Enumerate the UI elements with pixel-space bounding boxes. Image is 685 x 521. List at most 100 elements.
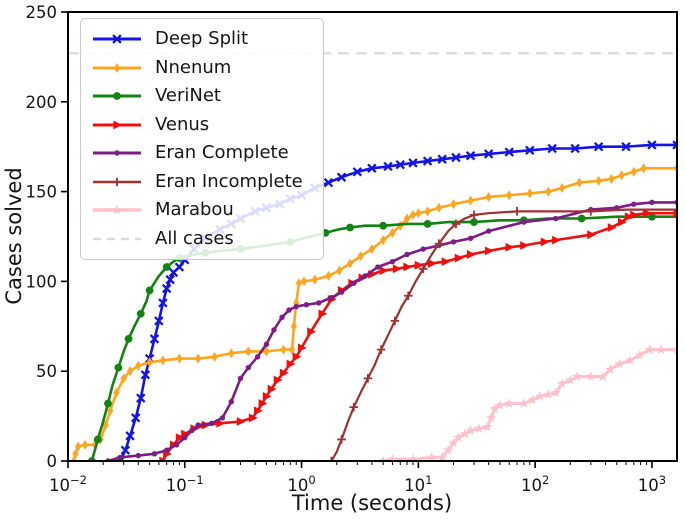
x-marker — [383, 161, 393, 172]
star-marker — [656, 344, 667, 354]
dot-marker — [450, 239, 457, 245]
diamond-marker — [135, 360, 142, 371]
dot-marker — [114, 150, 120, 156]
diamond-marker — [113, 62, 121, 73]
triangle-right-marker — [248, 413, 258, 423]
legend-item-nnenum: Nnenum — [90, 54, 303, 83]
star-marker — [465, 425, 476, 435]
x-tick-label: 100 — [287, 473, 315, 495]
circle-marker — [104, 399, 112, 408]
x-marker — [570, 143, 580, 154]
plus-marker — [363, 374, 373, 383]
diamond-marker — [346, 258, 354, 269]
triangle-right-marker — [520, 241, 530, 250]
dot-marker — [208, 420, 215, 426]
star-marker — [504, 398, 515, 408]
x-marker — [408, 158, 418, 168]
legend-item-verinet: VeriNet — [90, 82, 303, 111]
dot-marker — [521, 219, 527, 225]
x-marker — [140, 370, 151, 380]
dot-marker — [389, 258, 396, 265]
legend-swatch-eran-complete — [93, 150, 141, 156]
star-marker — [527, 394, 538, 405]
diamond-marker — [228, 348, 235, 359]
dot-marker — [151, 451, 158, 457]
legend-swatch-marabou — [93, 204, 141, 215]
star-marker — [585, 371, 596, 381]
star-marker — [550, 387, 561, 398]
dot-marker — [286, 307, 292, 313]
diamond-marker — [126, 366, 134, 377]
dot-marker — [420, 246, 426, 252]
circle-marker — [93, 435, 102, 444]
star-marker — [459, 428, 470, 439]
diamond-marker — [403, 213, 411, 224]
curves — [68, 52, 677, 461]
diamond-marker — [290, 321, 298, 332]
triangle-right-marker — [428, 259, 437, 268]
triangle-right-marker — [540, 237, 550, 247]
diamond-marker — [311, 274, 318, 285]
x-marker — [136, 393, 146, 403]
dot-marker — [404, 251, 410, 258]
star-marker — [624, 355, 636, 365]
star-marker — [644, 344, 655, 354]
triangle-right-marker — [392, 264, 402, 274]
diamond-marker — [289, 344, 296, 355]
axes: 10−2 10−1 100 101 102 103 0 50 100 150 200 250 — [26, 3, 667, 495]
circle-marker — [423, 220, 432, 228]
dot-marker — [351, 280, 357, 286]
star-marker — [605, 364, 616, 374]
diamond-marker — [107, 405, 114, 416]
diamond-marker — [415, 208, 422, 219]
triangle-right-marker — [607, 223, 617, 232]
diamond-marker — [618, 170, 625, 181]
triangle-right-marker — [267, 384, 277, 394]
x-marker — [395, 159, 405, 170]
triangle-right-marker — [414, 260, 424, 270]
x-marker — [165, 274, 175, 285]
x-marker — [120, 445, 131, 455]
diamond-marker — [435, 202, 443, 213]
circle-marker — [648, 212, 656, 221]
triangle-right-marker — [318, 309, 328, 319]
x-marker — [367, 163, 377, 173]
diamond-marker — [295, 278, 303, 289]
plus-marker — [451, 219, 461, 229]
dot-marker — [328, 294, 335, 301]
x-marker — [621, 141, 631, 152]
diamond-marker — [630, 166, 637, 177]
circle-marker — [470, 218, 478, 227]
x-marker — [149, 334, 160, 344]
star-marker — [426, 452, 437, 461]
triangle-right-marker — [307, 327, 317, 337]
diamond-marker — [113, 387, 120, 398]
diamond-marker — [159, 355, 167, 366]
plus-marker — [586, 207, 596, 216]
diamond-marker — [545, 186, 552, 197]
diamond-marker — [576, 177, 583, 188]
triangle-right-marker — [258, 399, 268, 408]
diamond-marker — [70, 456, 77, 461]
legend-item-deep-split: Deep Split — [90, 25, 303, 54]
x-marker — [422, 156, 433, 166]
diamond-marker — [558, 183, 566, 194]
diamond-marker — [368, 244, 375, 255]
x-marker — [647, 140, 657, 150]
triangle-right-marker — [441, 257, 451, 267]
star-marker — [671, 344, 677, 354]
legend-item-eran-complete: Eran Complete — [90, 139, 303, 168]
plus-marker — [672, 205, 677, 214]
diamond-marker — [81, 439, 89, 450]
triangle-right-marker — [642, 208, 652, 218]
diamond-marker — [263, 346, 270, 357]
plus-marker — [418, 264, 428, 274]
dot-marker — [245, 364, 252, 371]
triangle-right-marker — [236, 417, 246, 426]
legend-swatch-nnenum — [93, 62, 141, 73]
diamond-marker — [146, 357, 153, 368]
star-marker — [614, 358, 625, 369]
dot-marker — [375, 264, 381, 270]
dot-marker — [117, 454, 123, 461]
